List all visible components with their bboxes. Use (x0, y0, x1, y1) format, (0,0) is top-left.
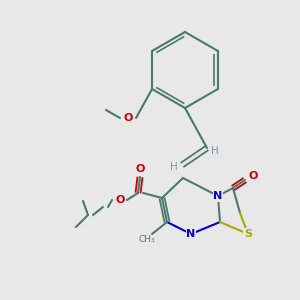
Text: O: O (248, 171, 258, 181)
Text: N: N (186, 229, 196, 239)
Text: S: S (244, 229, 252, 239)
Text: CH₃: CH₃ (139, 236, 155, 244)
Text: O: O (115, 195, 125, 205)
Text: N: N (213, 191, 223, 201)
Text: O: O (123, 113, 133, 123)
Text: H: H (170, 162, 178, 172)
Text: H: H (211, 146, 219, 156)
Text: O: O (135, 164, 145, 174)
